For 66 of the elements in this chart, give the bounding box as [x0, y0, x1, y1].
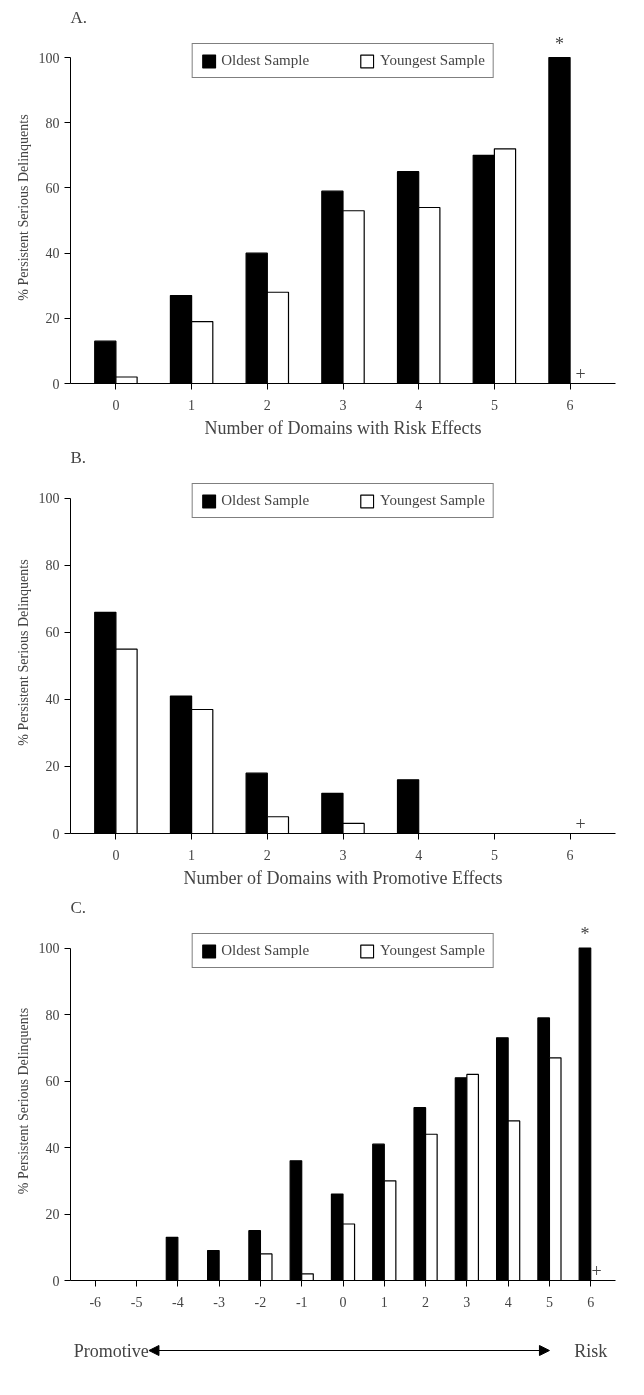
legend-label: Oldest Sample — [221, 492, 310, 509]
y-tick-label: 60 — [45, 625, 60, 641]
y-axis-title: % Persistent Serious Delinquents — [15, 1007, 31, 1195]
x-tick-label: 2 — [422, 1294, 430, 1310]
y-tick-label: 80 — [45, 115, 60, 131]
x-tick-label: -4 — [172, 1294, 184, 1310]
annotation: + — [575, 813, 586, 834]
y-tick-label: 100 — [38, 491, 60, 507]
legend-label: Youngest Sample — [380, 52, 485, 69]
y-tick-label: 40 — [45, 246, 60, 262]
x-tick-label: 2 — [263, 397, 271, 413]
annotation: * — [554, 33, 564, 54]
text: Risk — [574, 1340, 608, 1361]
x-tick-label: -3 — [213, 1294, 225, 1310]
x-tick-label: 4 — [415, 847, 423, 863]
y-tick-label: 100 — [38, 50, 60, 66]
x-tick-label: 1 — [188, 397, 196, 413]
x-tick-label: 6 — [587, 1294, 595, 1310]
x-tick-label: 3 — [339, 847, 347, 863]
legend-label: Oldest Sample — [221, 942, 310, 959]
x-tick-label: 2 — [263, 847, 271, 863]
y-axis-title: % Persistent Serious Delinquents — [15, 114, 31, 301]
x-tick-label: -1 — [295, 1294, 308, 1310]
y-tick-label: 0 — [52, 826, 60, 842]
chart-title: C. — [70, 897, 87, 917]
y-tick-label: 20 — [45, 1207, 60, 1223]
annotation: + — [575, 363, 586, 384]
x-tick-label: 6 — [566, 397, 574, 413]
x-tick-label: -6 — [89, 1294, 102, 1310]
x-tick-label: 3 — [463, 1294, 471, 1310]
y-tick-label: 0 — [52, 376, 60, 392]
y-axis-title: % Persistent Serious Delinquents — [15, 559, 31, 746]
y-tick-label: 20 — [45, 759, 60, 775]
y-tick-label: 80 — [45, 558, 60, 574]
y-tick-label: 20 — [45, 311, 60, 327]
text: Promotive — [73, 1340, 149, 1361]
x-tick-label: 0 — [112, 847, 120, 863]
y-tick-label: 40 — [45, 1140, 60, 1156]
legend-label: Youngest Sample — [380, 492, 485, 509]
legend-label: Youngest Sample — [380, 942, 485, 959]
legend-label: Oldest Sample — [221, 52, 310, 69]
y-tick-label: 60 — [45, 180, 60, 196]
annotation: * — [580, 924, 590, 945]
x-axis-title: Number of Domains with Risk Effects — [204, 417, 482, 438]
y-tick-label: 60 — [45, 1074, 60, 1090]
y-tick-label: 0 — [52, 1273, 60, 1289]
x-tick-label: 3 — [339, 397, 347, 413]
x-tick-label: 5 — [490, 397, 498, 413]
chart-title: A. — [70, 7, 88, 27]
x-axis-title: Number of Domains with Promotive Effects — [183, 867, 503, 888]
x-tick-label: 4 — [415, 397, 423, 413]
x-tick-label: -5 — [130, 1294, 143, 1310]
x-tick-label: 1 — [188, 847, 196, 863]
x-tick-label: 1 — [380, 1294, 388, 1310]
y-tick-label: 100 — [38, 941, 60, 957]
x-tick-label: 5 — [490, 847, 498, 863]
annotation: + — [591, 1260, 602, 1281]
x-tick-label: 6 — [566, 847, 574, 863]
x-tick-label: 4 — [504, 1294, 512, 1310]
x-tick-label: 0 — [339, 1294, 347, 1310]
y-tick-label: 40 — [45, 692, 60, 708]
x-tick-label: 0 — [112, 397, 120, 413]
x-tick-label: -2 — [254, 1294, 267, 1310]
y-tick-label: 80 — [45, 1007, 60, 1023]
x-tick-label: 5 — [545, 1294, 553, 1310]
chart-title: B. — [70, 447, 87, 467]
